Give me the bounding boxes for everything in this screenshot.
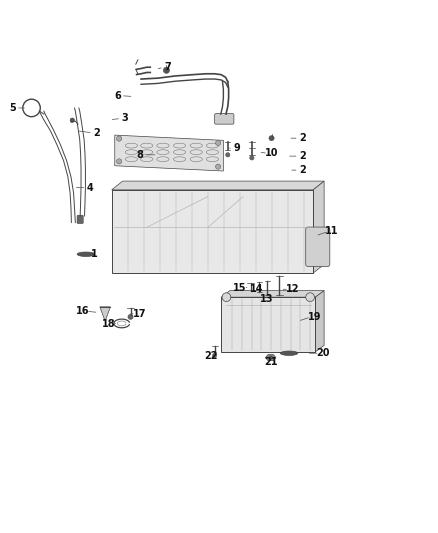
Circle shape	[222, 293, 231, 302]
Polygon shape	[112, 181, 324, 190]
Circle shape	[212, 353, 217, 358]
Circle shape	[215, 164, 221, 169]
Circle shape	[215, 140, 221, 146]
Text: 2: 2	[93, 128, 100, 138]
Text: 2: 2	[299, 165, 306, 175]
Polygon shape	[115, 135, 223, 171]
Polygon shape	[221, 297, 315, 352]
FancyBboxPatch shape	[215, 114, 234, 124]
Circle shape	[163, 67, 170, 74]
Circle shape	[277, 295, 282, 300]
Text: 7: 7	[164, 62, 171, 72]
Text: 15: 15	[233, 282, 247, 293]
Circle shape	[250, 156, 254, 160]
Text: 17: 17	[133, 309, 146, 319]
FancyBboxPatch shape	[77, 215, 83, 223]
Circle shape	[249, 291, 252, 295]
Ellipse shape	[280, 351, 298, 356]
Circle shape	[258, 292, 261, 296]
Polygon shape	[265, 354, 276, 361]
Text: 2: 2	[299, 133, 306, 143]
Polygon shape	[112, 190, 313, 273]
Circle shape	[117, 159, 122, 164]
Text: 20: 20	[317, 348, 330, 358]
Text: 4: 4	[86, 183, 93, 192]
Text: 12: 12	[286, 284, 299, 294]
Text: 9: 9	[233, 143, 240, 154]
Text: 19: 19	[308, 312, 321, 322]
Text: 3: 3	[121, 114, 128, 124]
Polygon shape	[221, 290, 324, 297]
Text: 13: 13	[260, 294, 273, 304]
Text: 21: 21	[264, 357, 277, 367]
Circle shape	[306, 293, 314, 302]
Polygon shape	[313, 181, 324, 273]
Text: 22: 22	[205, 351, 218, 361]
Text: 11: 11	[325, 227, 339, 237]
Text: 14: 14	[250, 284, 263, 294]
Text: 18: 18	[102, 319, 116, 329]
Text: 5: 5	[9, 103, 16, 113]
Circle shape	[269, 135, 274, 141]
Text: 16: 16	[76, 306, 89, 316]
Text: 8: 8	[137, 150, 144, 160]
Polygon shape	[100, 307, 110, 321]
Circle shape	[70, 118, 74, 123]
Text: 1: 1	[91, 249, 98, 259]
Polygon shape	[315, 290, 324, 352]
Text: 6: 6	[114, 91, 121, 101]
Circle shape	[128, 314, 133, 319]
Ellipse shape	[77, 252, 95, 256]
Circle shape	[117, 136, 122, 141]
Text: 2: 2	[299, 151, 306, 161]
Text: 10: 10	[265, 149, 278, 158]
FancyBboxPatch shape	[306, 227, 330, 266]
Circle shape	[269, 356, 272, 359]
Circle shape	[226, 152, 230, 157]
